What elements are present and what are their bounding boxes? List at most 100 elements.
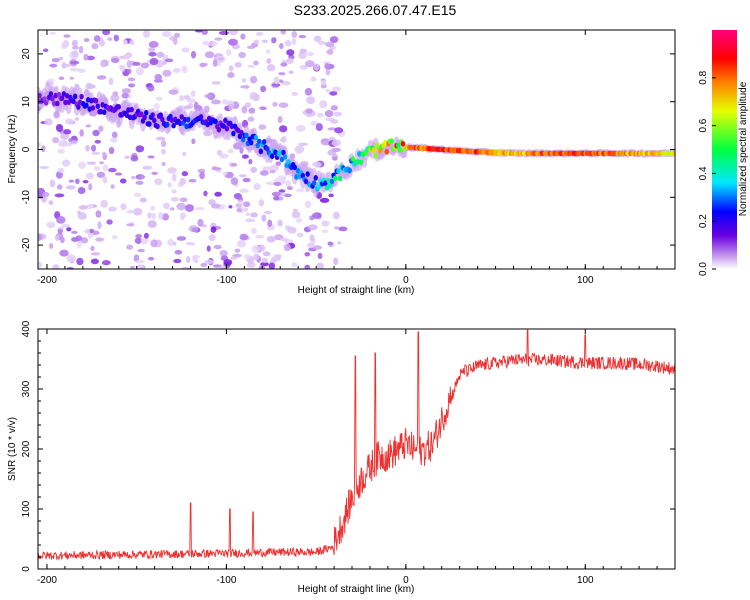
spectral-noise-blob <box>210 226 217 233</box>
spectral-noise-blob <box>78 45 84 54</box>
spectral-noise-blob <box>268 262 276 269</box>
spectral-noise-blob <box>168 89 179 95</box>
spectral-noise-blob <box>179 212 187 219</box>
spectral-noise-blob <box>181 47 190 53</box>
spectral-noise-blob <box>133 254 140 262</box>
spectral-noise-blob <box>304 251 311 257</box>
spectral-noise-blob <box>38 142 42 147</box>
spectral-noise-blob <box>287 186 293 190</box>
spectral-noise-blob <box>89 228 94 234</box>
spectral-noise-blob <box>252 93 260 102</box>
spectral-noise-blob <box>295 124 306 132</box>
ridge-core <box>323 180 328 186</box>
spectral-noise-blob <box>214 191 222 197</box>
spectral-noise-blob <box>167 238 174 247</box>
spectral-noise-blob <box>317 40 327 45</box>
spectral-noise-blob <box>288 70 294 74</box>
spectral-noise-blob <box>280 176 286 185</box>
spectral-noise-blob <box>126 223 134 227</box>
ridge-core <box>142 114 147 121</box>
colorbar-tick-label: 0.8 <box>698 70 709 84</box>
spectral-noise-blob <box>185 256 191 264</box>
ridge-core <box>292 164 297 171</box>
spectral-noise-blob <box>259 170 269 176</box>
spectral-noise-blob <box>172 241 177 246</box>
spectral-noise-blob <box>167 182 172 188</box>
spectral-noise-blob <box>41 145 46 153</box>
spectral-noise-blob <box>204 259 215 265</box>
spectral-noise-blob <box>143 232 149 239</box>
spectral-noise-blob <box>279 237 289 242</box>
ridge-core <box>253 134 259 141</box>
ridge-core <box>95 103 100 110</box>
ridge-core <box>240 136 246 143</box>
spectral-noise-blob <box>134 237 142 245</box>
spectral-noise-blob <box>95 210 102 218</box>
spectral-noise-blob <box>151 212 156 220</box>
spectral-noise-blob <box>273 195 280 201</box>
spectral-noise-blob <box>227 72 235 79</box>
spectral-noise-blob <box>64 118 74 125</box>
spectral-noise-blob <box>100 199 108 208</box>
spectral-noise-blob <box>68 179 75 183</box>
spectral-noise-blob <box>127 77 136 82</box>
y-tick-label: 0 <box>21 146 32 152</box>
ridge-core <box>50 95 55 102</box>
spectral-noise-blob <box>100 61 107 68</box>
spectral-noise-blob <box>278 72 286 76</box>
spectral-noise-blob <box>253 253 260 261</box>
spectral-noise-blob <box>273 76 280 85</box>
ridge-core <box>384 148 390 155</box>
spectral-noise-blob <box>184 204 194 212</box>
colorbar: 0.0 0.2 0.4 0.6 0.8 Normalized spectral ampl… <box>698 30 749 276</box>
spectral-noise-blob <box>57 148 65 154</box>
spectral-noise-blob <box>239 188 249 193</box>
spectral-noise-blob <box>107 37 113 41</box>
spectral-noise-blob <box>135 264 145 269</box>
spectral-noise-blob <box>181 171 189 177</box>
spectral-noise-blob <box>78 205 88 210</box>
ridge-core <box>127 114 133 121</box>
spectral-noise-blob <box>325 88 330 93</box>
spectral-noise-blob <box>283 243 291 252</box>
spectral-noise-blob <box>128 83 136 88</box>
spectral-noise-blob <box>191 227 199 233</box>
spectrogram-y-label: Frequency (Hz) <box>7 115 18 184</box>
spectral-noise-blob <box>238 51 246 59</box>
spectral-noise-blob <box>147 155 155 159</box>
x-tick-label: 100 <box>577 575 594 586</box>
spectral-noise-blob <box>179 177 187 185</box>
spectral-noise-blob <box>234 248 241 253</box>
spectral-noise-blob <box>241 105 248 114</box>
ridge-core <box>89 97 94 104</box>
ridge-core <box>672 150 675 156</box>
y-tick-label: -20 <box>21 237 32 252</box>
spectral-noise-blob <box>140 237 149 245</box>
spectral-noise-blob <box>305 108 313 114</box>
spectral-noise-blob <box>230 162 238 167</box>
y-tick-label: 10 <box>21 96 32 108</box>
spectral-noise-blob <box>161 31 172 38</box>
colorbar-label: Normalized spectral amplitude <box>738 81 749 216</box>
spectral-noise-blob <box>306 96 316 105</box>
spectral-noise-blob <box>135 234 143 239</box>
spectral-noise-blob <box>202 40 210 46</box>
spectral-noise-blob <box>286 49 295 56</box>
ridge-core <box>244 132 249 139</box>
spectral-noise-blob <box>310 76 317 82</box>
spectral-noise-blob <box>162 202 171 210</box>
spectral-noise-blob <box>83 53 89 61</box>
ridge-core <box>337 175 343 182</box>
colorbar-tick-label: 0.6 <box>698 118 709 132</box>
spectral-noise-blob <box>271 256 281 262</box>
spectral-noise-blob <box>176 202 186 211</box>
spectral-noise-blob <box>212 59 218 67</box>
spectral-noise-blob <box>110 184 115 189</box>
spectral-noise-blob <box>213 244 222 250</box>
ridge-core <box>147 121 152 127</box>
spectral-noise-blob <box>123 53 131 60</box>
spectral-noise-blob <box>194 207 205 211</box>
spectral-noise-blob <box>192 255 201 259</box>
ridge-core <box>126 107 131 113</box>
spectral-noise-blob <box>296 188 305 193</box>
